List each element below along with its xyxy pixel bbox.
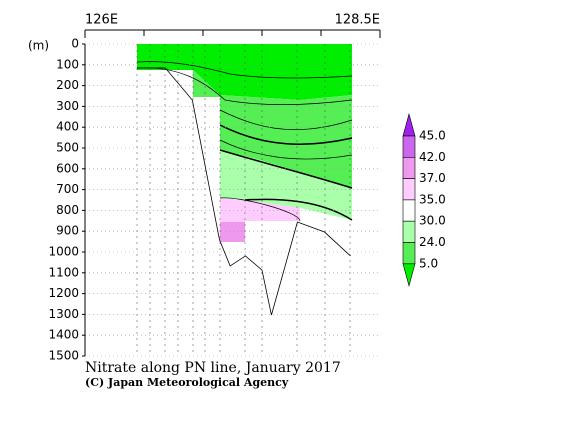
- contour-line: [219, 149, 353, 189]
- y-tick-label: 1300: [48, 307, 79, 321]
- y-tick-label: 600: [56, 161, 79, 175]
- contour-line: [136, 61, 353, 79]
- colorbar-arrow: [402, 112, 416, 137]
- y-tick-label: 1400: [48, 328, 79, 342]
- contour-line: [244, 198, 353, 221]
- contour-line: [219, 197, 301, 222]
- x-tick-label: 126E: [85, 13, 118, 28]
- bottom-line: [136, 67, 351, 316]
- colorbar-box: [402, 135, 416, 158]
- y-tick-label: 400: [56, 120, 79, 134]
- colorbar-box: [402, 157, 416, 179]
- colorbar-label: 45.0: [419, 129, 446, 143]
- colorbar-arrow: [402, 263, 416, 287]
- y-tick-label: 900: [56, 224, 79, 238]
- contour-line: [136, 67, 353, 105]
- colorbar-box: [402, 199, 416, 222]
- fill-region: [220, 150, 352, 220]
- y-tick-label: 1000: [48, 245, 79, 259]
- fill-region: [193, 70, 352, 188]
- y-tick-label: 1200: [48, 286, 79, 300]
- colorbar-label: 37.0: [419, 171, 446, 185]
- fill-region: [220, 222, 245, 242]
- chart-title: Nitrate along PN line, January 2017: [85, 360, 341, 376]
- fill-region: [245, 200, 300, 221]
- colorbar-box: [402, 242, 416, 265]
- chart-subtitle: (C) Japan Meteorological Agency: [85, 376, 289, 389]
- colorbar-label: 35.0: [419, 192, 446, 206]
- colorbar-box: [402, 178, 416, 201]
- y-tick-label: 500: [56, 141, 79, 155]
- y-tick-label: 200: [56, 78, 79, 92]
- y-tick-label: 1100: [48, 265, 79, 279]
- y-tick-label: 1500: [48, 349, 79, 363]
- colorbar-label: 42.0: [419, 150, 446, 164]
- colorbar-box: [402, 220, 416, 243]
- y-tick-label: 800: [56, 203, 79, 217]
- contour-line: [219, 139, 353, 160]
- y-tick-label: 700: [56, 182, 79, 196]
- y-tick-label: 0: [71, 37, 79, 51]
- contour-line: [219, 124, 353, 145]
- fill-region: [220, 198, 245, 222]
- fills: [137, 44, 352, 242]
- colorbar-label: 5.0: [419, 256, 438, 270]
- y-tick-label: 300: [56, 99, 79, 113]
- contours: [136, 61, 353, 222]
- colorbar-label: 30.0: [419, 214, 446, 228]
- x-tick-label: 128.5E: [335, 13, 380, 28]
- fill-region: [137, 44, 352, 100]
- y-axis-label: (m): [28, 39, 49, 53]
- colorbar-label: 24.0: [419, 235, 446, 249]
- contour-line: [219, 109, 353, 130]
- y-tick-label: 100: [56, 57, 79, 71]
